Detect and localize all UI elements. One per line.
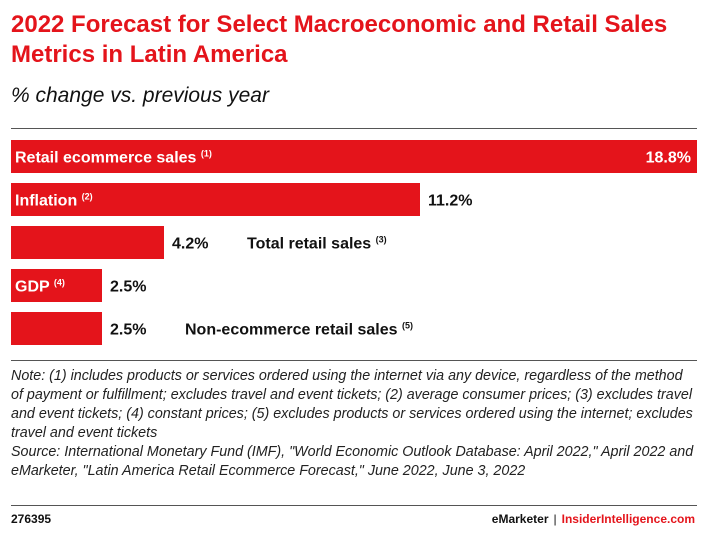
value-label-total-retail-sales: 4.2% — [172, 236, 208, 253]
category-label-inflation: Inflation (2) — [15, 192, 93, 210]
bar-retail-ecommerce-sales — [11, 140, 697, 173]
brand-emarketer: eMarketer — [491, 512, 549, 526]
category-label-gdp: GDP (4) — [15, 278, 65, 296]
note-text: Note: (1) includes products or services … — [11, 368, 693, 441]
category-label-non-ecommerce-retail-sales: Non-ecommerce retail sales (5) — [185, 321, 413, 339]
value-label-non-ecommerce-retail-sales: 2.5% — [110, 322, 146, 339]
bar-total-retail-sales — [11, 226, 164, 259]
bar-chart: Retail ecommerce sales (1) 18.8% Inflation… — [11, 140, 697, 345]
notes-divider — [11, 360, 697, 361]
bar-inflation — [11, 183, 420, 216]
footer-divider — [11, 505, 697, 506]
category-label-retail-ecommerce-sales: Retail ecommerce sales (1) — [15, 149, 212, 167]
chart-title: 2022 Forecast for Select Macroeconomic a… — [11, 11, 668, 68]
brand-credit: eMarketer | InsiderIntelligence.com — [492, 512, 695, 526]
category-label-total-retail-sales: Total retail sales (3) — [247, 235, 387, 253]
bar-gdp — [11, 269, 102, 302]
source-text: Source: International Monetary Fund (IMF… — [11, 444, 694, 479]
brand-insider-intelligence: InsiderIntelligence.com — [561, 512, 695, 526]
top-divider — [11, 128, 697, 129]
value-label-inflation: 11.2% — [428, 193, 472, 210]
bar-non-ecommerce-retail-sales — [11, 312, 102, 345]
chart-id: 276395 — [11, 512, 52, 526]
notes-block: Note: (1) includes products or services … — [11, 367, 697, 481]
chart-subtitle: % change vs. previous year — [11, 84, 269, 107]
value-label-gdp: 2.5% — [110, 279, 146, 296]
brand-separator: | — [553, 512, 557, 526]
value-label-retail-ecommerce-sales: 18.8% — [646, 150, 691, 167]
